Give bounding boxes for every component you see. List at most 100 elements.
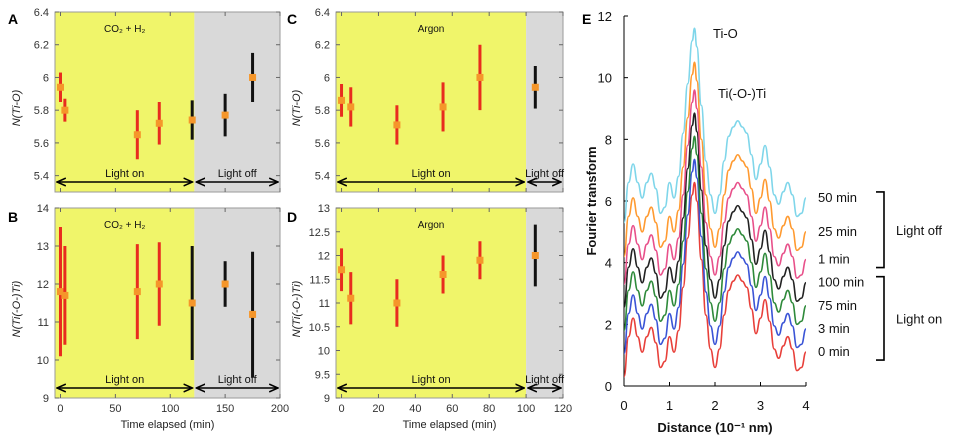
x-tick-label: 0 <box>620 398 627 413</box>
light-off-region <box>194 12 280 192</box>
y-tick-label: 5.6 <box>315 138 330 150</box>
x-tick-label: 3 <box>757 398 764 413</box>
series-label: 3 min <box>818 321 850 336</box>
y-tick-label: 8 <box>605 132 612 147</box>
peak-label-ti-o-ti: Ti(-O-)Ti <box>718 86 766 101</box>
y-tick-label: 6.4 <box>315 7 330 19</box>
data-point <box>338 266 346 274</box>
y-tick-label: 5.4 <box>34 171 49 183</box>
y-tick-label: 12 <box>598 9 612 24</box>
light-off-label: Light off <box>525 374 565 386</box>
plot-frame <box>54 207 281 399</box>
data-point <box>393 299 401 307</box>
series-label: 75 min <box>818 298 857 313</box>
y-tick-label: 11 <box>319 298 330 310</box>
y-tick-label: 5.8 <box>315 105 330 117</box>
x-tick-label: 40 <box>409 403 421 415</box>
data-point <box>531 83 539 91</box>
light-on-label: Light on <box>411 374 450 386</box>
light-on-region <box>55 208 195 398</box>
x-tick-label: 100 <box>161 403 179 415</box>
spectrum-line <box>623 27 807 224</box>
y-tick-label: 6 <box>43 72 49 84</box>
plot-frame <box>335 11 564 193</box>
y-tick-label: 5.4 <box>315 171 330 183</box>
data-point <box>61 106 69 114</box>
light-on-group-bracket <box>876 275 885 361</box>
light-off-region <box>194 208 280 398</box>
y-tick-label: 13 <box>37 241 49 253</box>
x-tick-label: 1 <box>666 398 673 413</box>
panel-label: B <box>8 209 18 225</box>
spectrum-line <box>623 135 807 332</box>
series-label: 100 min <box>818 275 864 290</box>
data-point <box>249 73 257 81</box>
condition-label: Argon <box>418 24 445 35</box>
plot-frame <box>54 11 281 193</box>
y-axis-label: N(Ti-O) <box>11 89 23 126</box>
light-off-label: Light off <box>218 168 258 180</box>
panel-c: 5.4 5.6 5.8 6 6.2 6.4 C Argon N(Ti-O) Light on Lig… <box>287 7 565 193</box>
spectrum-line <box>623 61 807 258</box>
x-tick-label: 2 <box>711 398 718 413</box>
data-point <box>56 83 64 91</box>
x-tick-label: 120 <box>554 403 572 415</box>
x-tick-label: 50 <box>109 403 121 415</box>
panel-label: D <box>287 209 297 225</box>
panel-b: 9 10 11 12 13 14 0 50 100 150 200 B CO₂ + H₂ N(Ti(-O-… <box>8 203 289 431</box>
y-tick-label: 6 <box>605 194 612 209</box>
spectrum-line <box>623 89 807 286</box>
data-point <box>347 103 355 111</box>
y-tick-label: 10 <box>37 355 49 367</box>
light-off-region <box>526 208 563 398</box>
y-tick-label: 6 <box>324 72 330 84</box>
x-tick-label: 0 <box>338 403 344 415</box>
light-on-label: Light on <box>105 168 144 180</box>
data-point <box>439 271 447 278</box>
x-tick-label: 20 <box>372 403 384 415</box>
y-tick-label: 10 <box>598 71 612 86</box>
y-tick-label: 11 <box>38 317 49 329</box>
x-tick-label: 100 <box>517 403 535 415</box>
y-tick-label: 5.6 <box>34 138 49 150</box>
data-point <box>61 291 69 299</box>
y-tick-label: 14 <box>37 203 49 215</box>
series-label: 1 min <box>818 252 850 267</box>
light-off-group-bracket <box>876 191 885 269</box>
data-point <box>155 119 163 127</box>
y-tick-label: 12 <box>37 279 49 291</box>
data-point <box>188 299 196 307</box>
y-tick-label: 2 <box>605 317 612 332</box>
y-tick-label: 4 <box>605 256 612 271</box>
y-tick-label: 10.5 <box>309 322 330 334</box>
panel-a: 5.4 5.6 5.8 6 6.2 6.4 A CO₂ + H₂ N(Ti-O) Light on… <box>8 7 281 193</box>
series-label: 50 min <box>818 190 857 205</box>
data-point <box>56 288 64 296</box>
light-on-region <box>336 208 527 398</box>
light-off-region <box>526 12 563 192</box>
x-axis-label: Time elapsed (min) <box>403 419 497 431</box>
x-tick-label: 60 <box>446 403 458 415</box>
panel-label: A <box>8 11 18 27</box>
light-on-label: Light on <box>411 168 450 180</box>
data-point <box>155 280 163 288</box>
data-point <box>531 252 539 259</box>
peak-label-ti-o: Ti-O <box>713 26 738 41</box>
spectrum-line <box>623 158 807 355</box>
data-point <box>338 96 346 104</box>
data-point <box>249 310 257 318</box>
y-tick-label: 11.5 <box>309 274 330 286</box>
light-on-region <box>55 12 195 192</box>
light-off-group-label: Light off <box>896 223 942 238</box>
condition-label: Argon <box>418 220 445 231</box>
y-axis-label: Fourier transform <box>584 146 599 255</box>
x-axis-label: Distance (10⁻¹ nm) <box>657 420 772 435</box>
y-tick-label: 9 <box>324 393 330 405</box>
spectrum-line <box>623 181 807 378</box>
y-axis-label: N(Ti(-O-)Ti) <box>291 280 303 337</box>
y-tick-label: 10 <box>318 346 330 358</box>
x-axis-label: Time elapsed (min) <box>121 419 215 431</box>
data-point <box>133 131 141 139</box>
data-point <box>221 111 229 119</box>
